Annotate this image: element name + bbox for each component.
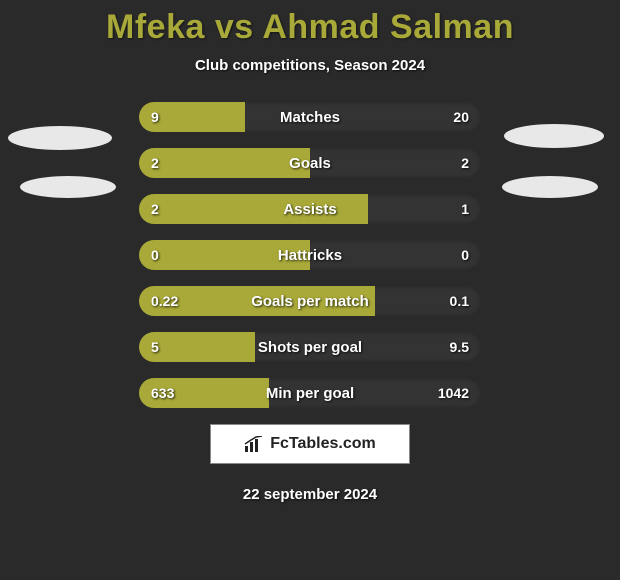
- source-logo[interactable]: FcTables.com: [210, 424, 410, 464]
- stat-right-value: 0.1: [450, 286, 469, 316]
- stat-right-value: 2: [461, 148, 469, 178]
- stat-label: Hattricks: [139, 240, 481, 270]
- stat-label: Matches: [139, 102, 481, 132]
- stat-right-value: 9.5: [450, 332, 469, 362]
- stat-row: 0.22Goals per match0.1: [139, 286, 481, 316]
- bars-container: 9Matches202Goals22Assists10Hattricks00.2…: [139, 102, 481, 408]
- stat-right-value: 0: [461, 240, 469, 270]
- logo-text: FcTables.com: [270, 435, 376, 453]
- stat-row: 9Matches20: [139, 102, 481, 132]
- stat-row: 2Goals2: [139, 148, 481, 178]
- stat-row: 633Min per goal1042: [139, 378, 481, 408]
- stat-label: Shots per goal: [139, 332, 481, 362]
- page-subtitle: Club competitions, Season 2024: [0, 57, 620, 74]
- stat-row: 0Hattricks0: [139, 240, 481, 270]
- stat-label: Goals: [139, 148, 481, 178]
- stat-row: 5Shots per goal9.5: [139, 332, 481, 362]
- page-title: Mfeka vs Ahmad Salman: [0, 8, 620, 47]
- stat-right-value: 20: [453, 102, 469, 132]
- stat-label: Goals per match: [139, 286, 481, 316]
- stat-label: Assists: [139, 194, 481, 224]
- comparison-card: Mfeka vs Ahmad Salman Club competitions,…: [0, 0, 620, 580]
- comparison-chart: 9Matches202Goals22Assists10Hattricks00.2…: [0, 102, 620, 408]
- stat-row: 2Assists1: [139, 194, 481, 224]
- stat-label: Min per goal: [139, 378, 481, 408]
- chart-icon: [244, 436, 264, 452]
- stat-right-value: 1: [461, 194, 469, 224]
- stat-right-value: 1042: [438, 378, 469, 408]
- footer-date: 22 september 2024: [0, 486, 620, 503]
